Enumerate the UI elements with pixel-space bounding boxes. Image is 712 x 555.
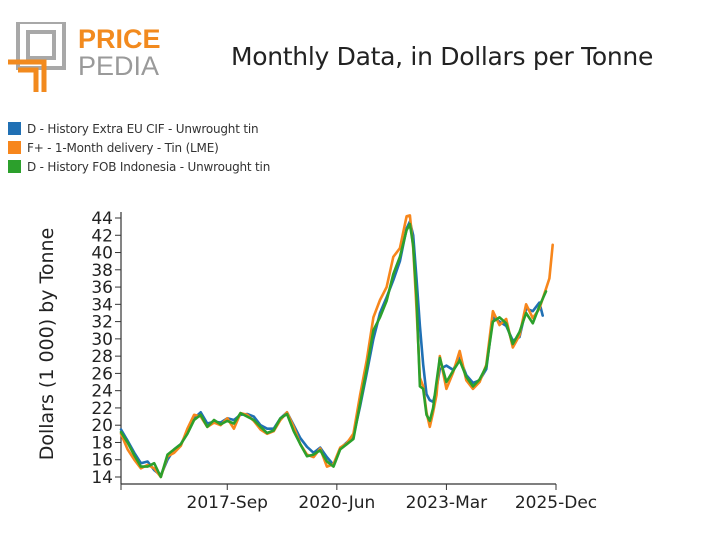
pricepedia-logo: PRICE PEDIA bbox=[8, 22, 161, 92]
logo-text-price: PRICE bbox=[78, 24, 161, 54]
y-tick-label: 38 bbox=[91, 261, 113, 281]
y-tick-label: 14 bbox=[91, 468, 113, 488]
logo-orange-bracket-inner bbox=[18, 67, 39, 92]
y-tick-label: 18 bbox=[91, 433, 113, 453]
logo-orange-bracket bbox=[8, 59, 47, 92]
legend-label: D - History FOB Indonesia - Unwrought ti… bbox=[27, 159, 271, 174]
x-tick-label: 2017-Sep bbox=[187, 493, 268, 513]
y-tick-label: 28 bbox=[91, 347, 113, 367]
legend-item-extra-eu-cif[interactable]: D - History Extra EU CIF - Unwrought tin bbox=[8, 119, 270, 138]
x-tick-label: 2023-Mar bbox=[406, 493, 487, 513]
legend-swatch-blue bbox=[8, 122, 21, 135]
logo-grey-square bbox=[16, 22, 66, 70]
y-tick-label: 24 bbox=[91, 382, 113, 402]
y-tick-label: 36 bbox=[91, 278, 113, 298]
legend-label: F+ - 1-Month delivery - Tin (LME) bbox=[27, 140, 219, 155]
y-tick-label: 20 bbox=[91, 416, 113, 436]
y-tick-label: 26 bbox=[91, 364, 113, 384]
logo-grey-square-inner bbox=[26, 30, 56, 60]
legend-swatch-green bbox=[8, 160, 21, 173]
x-tick-label: 2025-Dec bbox=[515, 493, 597, 513]
legend-item-fob-indonesia[interactable]: D - History FOB Indonesia - Unwrought ti… bbox=[8, 157, 270, 176]
chart-title: Monthly Data, in Dollars per Tonne bbox=[231, 42, 654, 71]
x-tick-label: 2020-Jun bbox=[298, 493, 375, 513]
legend-item-lme[interactable]: F+ - 1-Month delivery - Tin (LME) bbox=[8, 138, 270, 157]
logo-text-pedia: PEDIA bbox=[78, 51, 159, 81]
y-tick-label: 16 bbox=[91, 451, 113, 471]
y-tick-label: 32 bbox=[91, 313, 113, 333]
legend-label: D - History Extra EU CIF - Unwrought tin bbox=[27, 121, 259, 136]
y-tick-label: 22 bbox=[91, 399, 113, 419]
y-tick-label: 44 bbox=[91, 209, 113, 229]
y-tick-label: 40 bbox=[91, 244, 113, 264]
series-line-fob-indonesia bbox=[119, 222, 548, 479]
y-tick-label: 30 bbox=[91, 330, 113, 350]
legend: D - History Extra EU CIF - Unwrought tin… bbox=[8, 119, 270, 176]
y-tick-label: 34 bbox=[91, 295, 113, 315]
y-tick-label: 42 bbox=[91, 226, 113, 246]
legend-swatch-orange bbox=[8, 141, 21, 154]
